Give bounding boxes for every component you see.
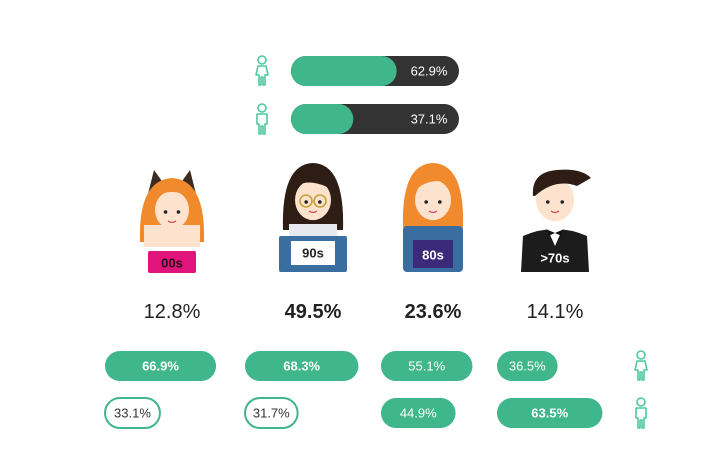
girl-cat-ears-avatar: 00s [139,170,205,273]
share-value: 12.8% [144,301,201,323]
bowtie-icon [548,230,562,236]
boy-tuxedo-avatar: >70s [521,169,591,272]
female-icon [634,350,648,381]
male-icon [635,397,647,429]
00s-tag [148,251,196,273]
split-bar [381,351,473,381]
70s-tag-label: >70s [540,251,569,266]
split-bar [244,397,299,429]
split-bar-label: 55.1% [408,359,445,374]
split-bar-label: 33.1% [114,406,151,421]
share-value: 14.1% [527,301,584,323]
split-bar [381,398,456,428]
female-icon [255,55,269,86]
split-bar-label: 36.5% [509,359,546,374]
share-value: 49.5% [285,301,342,323]
split-bar [497,398,603,428]
girl-orange-hair-avatar: 80s [402,163,464,272]
split-bar-label: 68.3% [283,359,320,374]
90s-tag-label: 90s [302,246,324,261]
glasses-icon [299,194,313,208]
split-bar-label: 44.9% [400,406,437,421]
00s-tag-label: 00s [161,256,183,271]
gender-bar-label: 37.1% [411,112,448,127]
generation-avatars: 00s 90s 80s >70s [139,163,591,273]
gender-bar-fill [291,56,397,86]
share-value: 23.6% [405,301,462,323]
split-bar-label: 63.5% [531,406,568,421]
split-bar-label: 66.9% [142,359,179,374]
split-bar [497,351,558,381]
girl-glasses-book-avatar: 90s [279,163,347,272]
generation-gender-split: 66.9% 68.3% 55.1% 36.5% 33.1% 31.7% 44.9% 63.5% [104,350,648,429]
gender-bar-fill [291,104,354,134]
split-bar [104,397,161,429]
male-icon [256,103,268,135]
split-bar-label: 31.7% [253,406,290,421]
gender-bar-label: 62.9% [411,64,448,79]
80s-tag-label: 80s [422,248,444,263]
overall-gender-bars: 62.9% 37.1% [255,55,459,135]
generation-shares: 12.8% 49.5% 23.6% 14.1% [144,301,584,323]
split-bar [105,351,217,381]
split-bar [245,351,359,381]
